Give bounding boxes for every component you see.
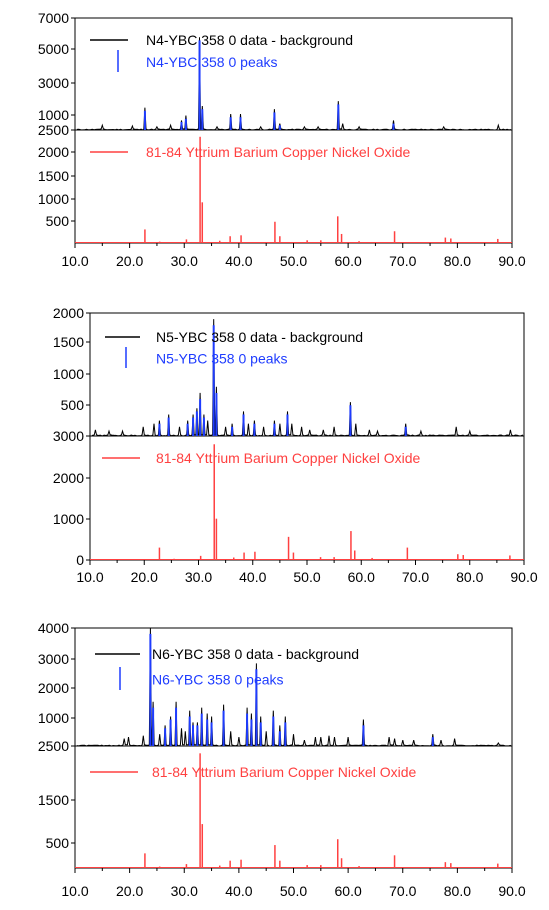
- top-y-tick-label: 500: [61, 397, 85, 413]
- data-background-series: [76, 37, 512, 131]
- x-tick-label: 90.0: [498, 253, 525, 269]
- x-tick-label: 40.0: [225, 253, 252, 269]
- x-tick-label: 90.0: [510, 569, 537, 585]
- x-tick-label: 20.0: [116, 253, 143, 269]
- legend-label-reference: 81-84 Yttrium Barium Copper Nickel Oxide: [152, 764, 417, 780]
- legend-label-data: N5-YBC 358 0 data - background: [156, 329, 363, 345]
- legend-label-data: N6-YBC 358 0 data - background: [152, 646, 359, 662]
- bottom-y-tick-label: 0: [76, 552, 84, 568]
- top-y-tick-label: 2000: [53, 305, 84, 321]
- top-y-tick-label: 4000: [38, 620, 69, 636]
- x-tick-label: 60.0: [348, 569, 375, 585]
- bottom-y-tick-label: 1000: [53, 511, 84, 527]
- legend-label-peaks: N6-YBC 358 0 peaks: [152, 672, 284, 688]
- top-y-tick-label: 1000: [53, 366, 84, 382]
- top-y-tick-label: 1500: [53, 334, 84, 350]
- x-tick-label: 50.0: [293, 569, 320, 585]
- top-y-tick-label: 5000: [38, 41, 69, 57]
- legend-label-peaks: N4-YBC 358 0 peaks: [146, 54, 278, 70]
- x-tick-label: 10.0: [61, 253, 88, 269]
- bottom-y-tick-label: 3000: [53, 428, 84, 444]
- top-y-tick-label: 3000: [38, 651, 69, 667]
- bottom-y-tick-label: 1500: [38, 792, 69, 808]
- x-tick-label: 60.0: [335, 253, 362, 269]
- bottom-y-tick-label: 500: [46, 213, 70, 229]
- top-y-tick-label: 1000: [38, 107, 69, 123]
- x-tick-label: 70.0: [389, 253, 416, 269]
- data-background-series: [91, 319, 524, 437]
- x-tick-label: 90.0: [498, 883, 525, 899]
- x-tick-label: 40.0: [225, 883, 252, 899]
- x-tick-label: 10.0: [61, 883, 88, 899]
- x-tick-label: 50.0: [280, 253, 307, 269]
- legend-label-reference: 81-84 Yttrium Barium Copper Nickel Oxide: [146, 144, 411, 160]
- bottom-y-tick-label: 2500: [38, 738, 69, 754]
- x-tick-label: 80.0: [444, 253, 471, 269]
- bottom-y-tick-label: 2000: [53, 470, 84, 486]
- top-y-tick-label: 3000: [38, 75, 69, 91]
- legend-label-peaks: N5-YBC 358 0 peaks: [156, 351, 288, 367]
- x-tick-label: 70.0: [402, 569, 429, 585]
- bottom-y-tick-label: 2500: [38, 122, 69, 138]
- x-tick-label: 20.0: [131, 569, 158, 585]
- top-y-tick-label: 1000: [38, 710, 69, 726]
- top-y-tick-label: 7000: [38, 10, 69, 26]
- x-tick-label: 80.0: [456, 569, 483, 585]
- bottom-y-tick-label: 500: [46, 835, 70, 851]
- x-tick-label: 30.0: [171, 253, 198, 269]
- bottom-y-tick-label: 2000: [38, 144, 69, 160]
- x-tick-label: 60.0: [335, 883, 362, 899]
- x-tick-label: 70.0: [389, 883, 416, 899]
- x-tick-label: 10.0: [76, 569, 103, 585]
- bottom-y-tick-label: 1500: [38, 168, 69, 184]
- bottom-y-tick-label: 1000: [38, 191, 69, 207]
- x-tick-label: 30.0: [171, 883, 198, 899]
- legend-label-data: N4-YBC 358 0 data - background: [146, 32, 353, 48]
- x-tick-label: 50.0: [280, 883, 307, 899]
- x-tick-label: 80.0: [444, 883, 471, 899]
- x-tick-label: 30.0: [185, 569, 212, 585]
- x-tick-label: 40.0: [239, 569, 266, 585]
- x-tick-label: 20.0: [116, 883, 143, 899]
- top-y-tick-label: 2000: [38, 680, 69, 696]
- legend-label-reference: 81-84 Yttrium Barium Copper Nickel Oxide: [156, 450, 421, 466]
